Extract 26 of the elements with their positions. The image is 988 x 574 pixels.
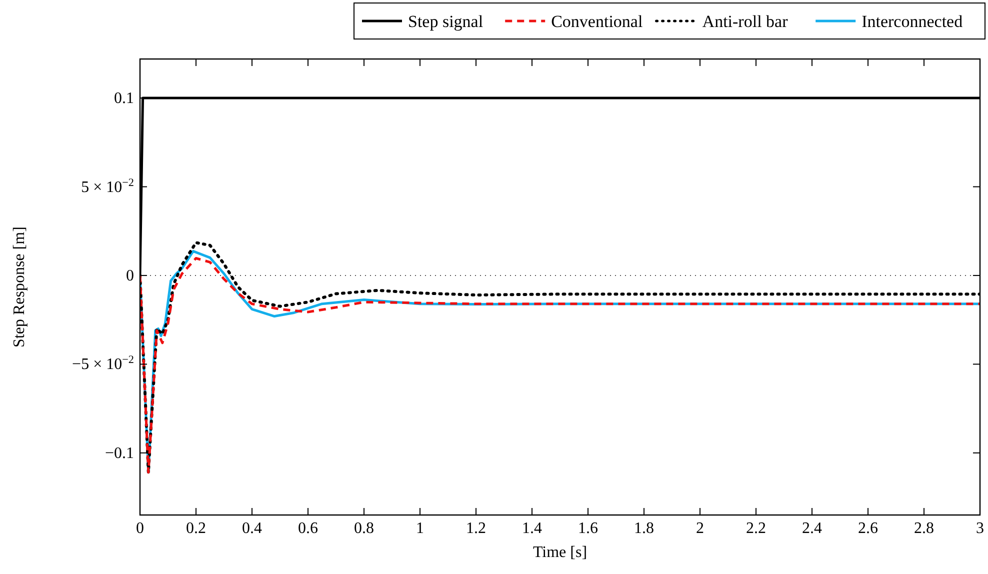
legend-label: Step signal xyxy=(408,12,484,31)
y-tick-label: 0 xyxy=(126,267,134,284)
x-axis-title: Time [s] xyxy=(532,544,588,561)
x-tick-label: 1.8 xyxy=(634,520,654,537)
x-tick-label: 0.2 xyxy=(186,520,206,537)
y-tick-label: −5 × 10$^{−2}$ xyxy=(72,354,134,374)
x-tick-label: 1.2 xyxy=(466,520,486,537)
x-tick-label: 3 xyxy=(976,520,984,537)
x-tick-label: 1.6 xyxy=(578,520,598,537)
x-tick-label: 0.8 xyxy=(354,520,374,537)
legend-label: Conventional xyxy=(551,12,643,31)
x-tick-label: 0.6 xyxy=(298,520,318,537)
x-tick-label: 2.2 xyxy=(746,520,766,537)
x-tick-label: 2.8 xyxy=(914,520,934,537)
legend-label: Anti-roll bar xyxy=(702,12,788,31)
y-tick-label: 5 × 10$^{−2}$ xyxy=(81,176,134,196)
x-tick-label: 1 xyxy=(416,520,424,537)
x-tick-label: 1.4 xyxy=(522,520,542,537)
x-tick-label: 2.4 xyxy=(802,520,822,537)
y-tick-label: −0.1 xyxy=(104,444,134,462)
legend-label: Interconnected xyxy=(862,12,964,31)
y-tick-label: 0.1 xyxy=(114,90,134,108)
y-axis-title: Step Response [m] xyxy=(11,226,28,348)
x-tick-label: 0.4 xyxy=(242,520,262,537)
x-tick-label: 2.6 xyxy=(858,520,878,537)
x-tick-label: 2 xyxy=(696,520,704,537)
